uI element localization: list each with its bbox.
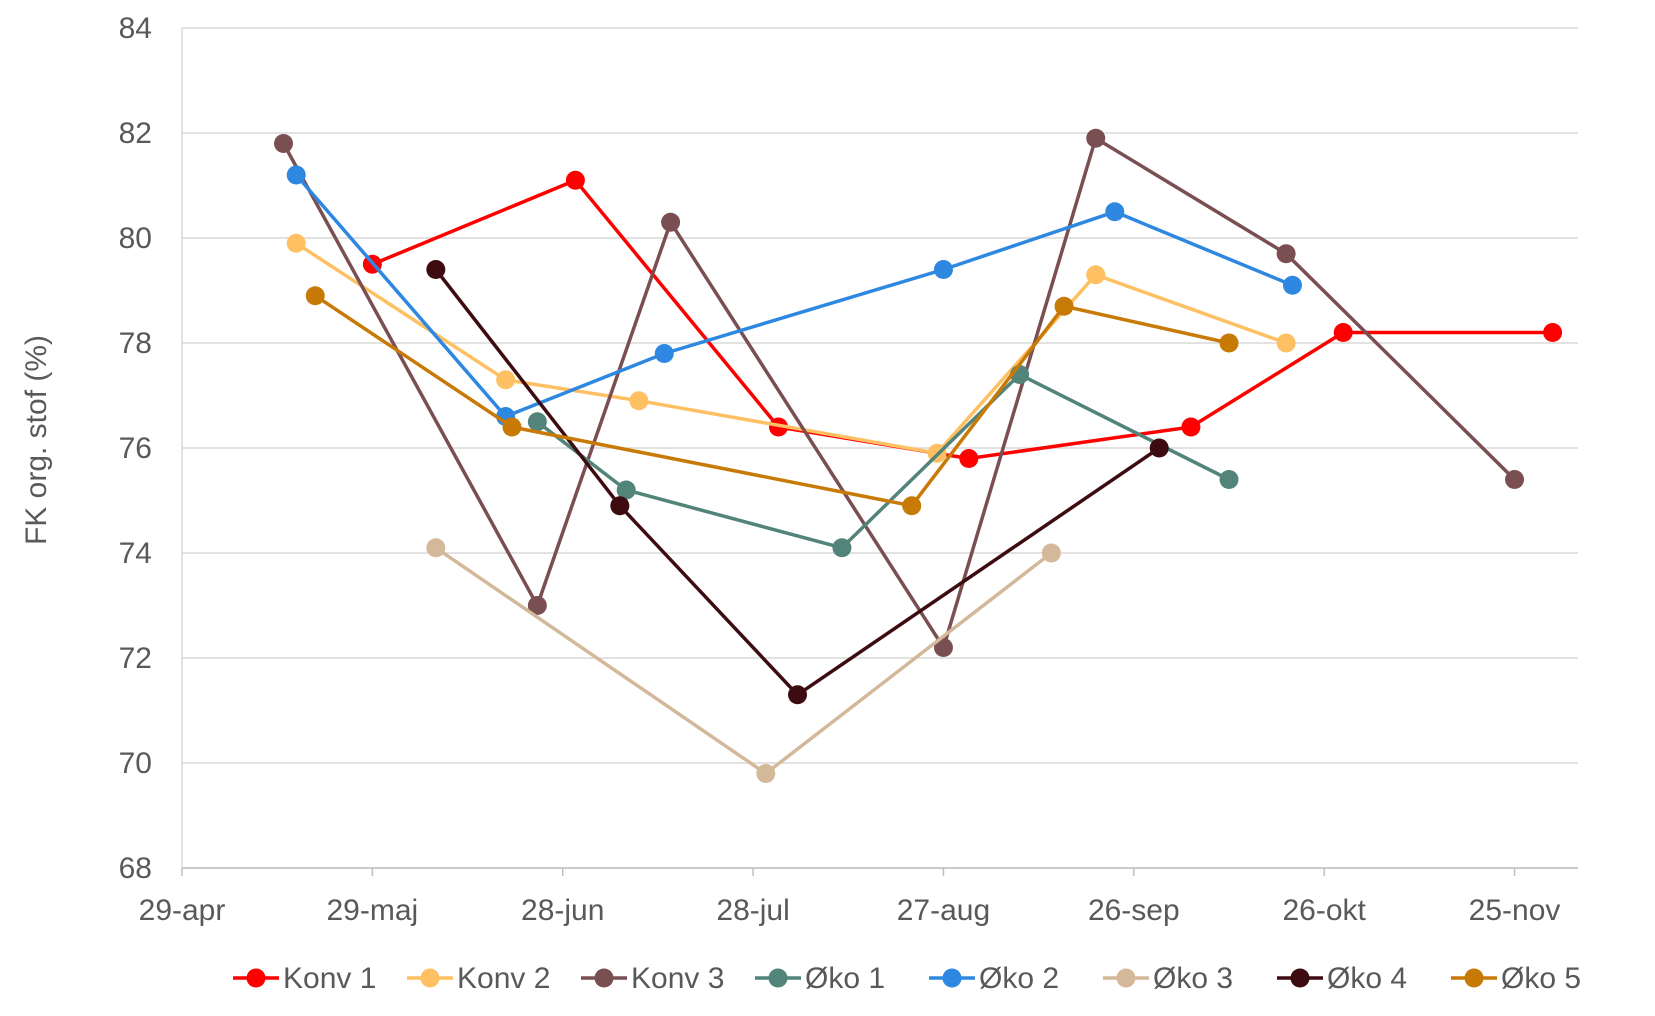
legend-label: Øko 2: [979, 962, 1059, 995]
legend-item: Øko 5: [1451, 962, 1581, 995]
data-point: [933, 638, 953, 657]
legend-item: Øko 4: [1277, 962, 1407, 995]
x-tick-label: 26-okt: [1282, 894, 1366, 927]
data-point: [1219, 333, 1239, 353]
series-konv-3: [274, 128, 1525, 657]
x-tick-label: 28-jul: [716, 894, 789, 927]
y-axis: 68 70 72 74 76 78 80 82 84: [119, 12, 183, 885]
y-tick-label: 74: [119, 537, 152, 570]
data-point: [661, 212, 681, 232]
series-konv-1: [362, 170, 1563, 468]
x-tick-label: 29-maj: [327, 894, 419, 927]
x-tick-label: 28-jun: [521, 894, 604, 927]
data-point: [1105, 202, 1125, 222]
data-point: [426, 538, 446, 558]
data-point: [1086, 265, 1106, 285]
series-line: [434, 546, 1053, 776]
x-tick-label: 26-sep: [1088, 894, 1180, 927]
legend-item: Konv 2: [407, 962, 550, 995]
legend-item: Konv 1: [233, 962, 376, 995]
x-tick-label: 25-nov: [1469, 894, 1561, 927]
legend-swatch-marker: [594, 968, 614, 988]
gridlines: [182, 27, 1578, 869]
data-point: [496, 370, 516, 390]
data-point: [933, 260, 953, 279]
series-line: [294, 173, 1294, 419]
data-point: [426, 260, 446, 279]
series-øko-5: [305, 286, 1239, 516]
legend-swatch-marker: [1464, 968, 1484, 988]
series-øko-4: [426, 260, 1169, 705]
data-point: [527, 596, 547, 615]
legend-label: Øko 5: [1501, 962, 1581, 995]
legend-label: Konv 3: [631, 962, 724, 995]
data-point: [1282, 275, 1302, 295]
data-point: [1276, 333, 1296, 353]
legend-label: Øko 4: [1327, 962, 1407, 995]
data-point: [832, 538, 852, 558]
data-point: [1054, 296, 1074, 316]
data-point: [274, 134, 294, 153]
legend-item: Øko 2: [929, 962, 1059, 995]
data-point: [1086, 128, 1106, 148]
y-tick-label: 84: [119, 12, 152, 45]
data-point: [286, 165, 306, 185]
legend-swatch-marker: [1116, 968, 1136, 988]
legend: Konv 1 Konv 2 Konv 3 Øko 1 Øko 2 Øko 3 Øko 4 Øk…: [233, 962, 1581, 995]
legend-label: Konv 1: [283, 962, 376, 995]
data-point: [610, 496, 630, 516]
legend-swatch-marker: [1290, 968, 1310, 988]
data-point: [286, 233, 306, 253]
x-tick-label: 29-apr: [139, 894, 226, 927]
data-point: [1505, 470, 1525, 489]
series-øko-1: [527, 365, 1239, 558]
y-tick-label: 72: [119, 642, 152, 675]
data-point: [629, 391, 649, 411]
legend-item: Øko 1: [755, 962, 885, 995]
series-layer: [274, 128, 1563, 783]
data-point: [1543, 323, 1563, 342]
y-tick-label: 82: [119, 117, 152, 150]
data-point: [527, 412, 547, 432]
legend-swatch-marker: [942, 968, 962, 988]
data-point: [1041, 543, 1061, 563]
data-point: [959, 449, 979, 468]
legend-swatch-marker: [768, 968, 788, 988]
series-øko-2: [286, 165, 1302, 426]
series-øko-3: [426, 538, 1061, 783]
y-tick-label: 70: [119, 747, 152, 780]
x-tick-label: 27-aug: [897, 894, 990, 927]
legend-label: Konv 2: [457, 962, 550, 995]
data-point: [1149, 438, 1169, 458]
series-line: [314, 294, 1230, 508]
data-point: [788, 685, 808, 705]
legend-label: Øko 1: [805, 962, 885, 995]
data-point: [305, 286, 325, 306]
data-point: [1333, 323, 1353, 342]
series-line: [295, 241, 1287, 455]
series-line: [434, 268, 1161, 697]
legend-item: Øko 3: [1103, 962, 1233, 995]
data-point: [902, 496, 922, 516]
data-point: [616, 480, 636, 500]
data-point: [502, 417, 522, 437]
y-tick-label: 76: [119, 432, 152, 465]
legend-swatch-marker: [246, 968, 266, 988]
y-tick-label: 80: [119, 222, 152, 255]
y-tick-label: 68: [119, 852, 152, 885]
data-point: [1219, 470, 1239, 489]
legend-swatch-marker: [420, 968, 440, 988]
x-axis: 29-apr 29-maj 28-jun 28-jul 27-aug 26-sep 26-o…: [139, 867, 1578, 927]
data-point: [565, 170, 585, 190]
y-tick-label: 78: [119, 327, 152, 360]
data-point: [756, 764, 776, 783]
legend-item: Konv 3: [581, 962, 724, 995]
data-point: [1181, 417, 1201, 437]
data-point: [1276, 244, 1296, 264]
y-axis-title: FK org. stof (%): [20, 335, 53, 545]
data-point: [654, 344, 674, 363]
legend-label: Øko 3: [1153, 962, 1233, 995]
